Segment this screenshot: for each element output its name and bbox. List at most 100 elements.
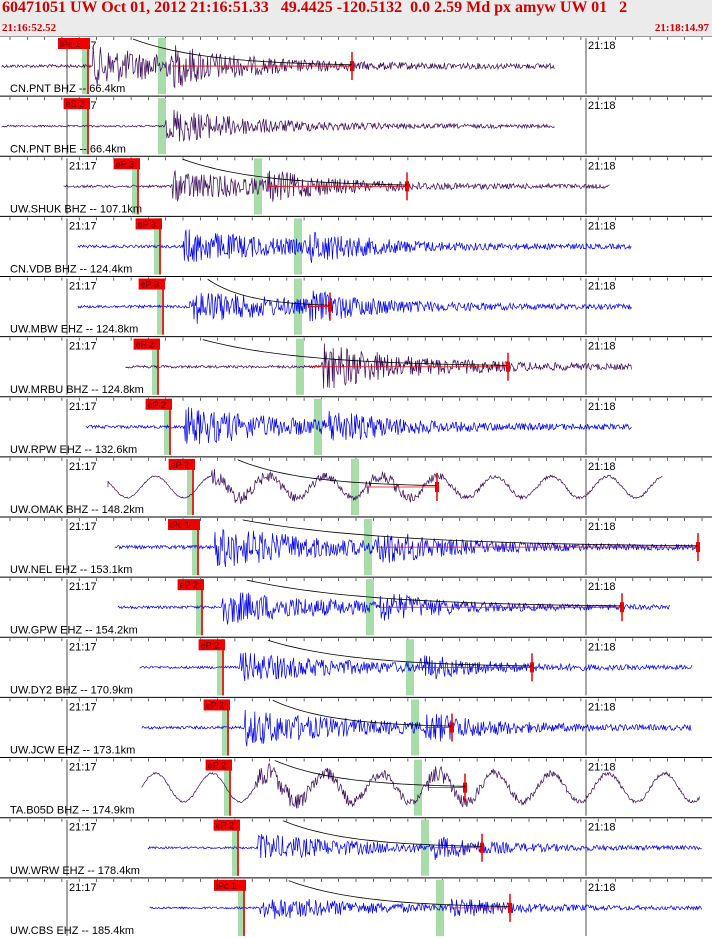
trace-panel: 21:17 21:18 eP 2 UW.MRBU BHZ -- 124.8km [0,336,712,396]
trace-panel: 21:17 21:18 eP 2 TA.B05D BHZ -- 174.9km [0,757,712,817]
p-pick-band [224,759,231,816]
waveform [147,834,702,860]
coda-curve [267,639,533,667]
s-pick-band [414,759,422,816]
pick-label: iPc 1 [216,881,236,891]
station-label: UW.RPW EHZ -- 132.6km [10,444,137,456]
s-pick-band [294,218,302,275]
coda-curve [132,38,353,66]
pick-label: eP 2 [171,460,189,470]
pick-label-box[interactable] [205,759,232,771]
minute-label: 21:18 [588,100,616,112]
waveform [77,229,632,263]
coda-curve [274,760,466,787]
coda-end-box [328,301,332,312]
coda-end-box [696,542,700,553]
coda-end-box [450,722,454,733]
trace-panel: 21:17 21:18 eP 2 UW.DY2 BHZ -- 170.9km [0,636,712,696]
pick-label-box[interactable] [58,38,90,49]
coda-end-box [506,361,510,372]
pick-label-box[interactable] [63,98,90,110]
pick-label-box[interactable] [177,579,204,591]
minute-label: 21:18 [588,521,616,533]
minute-label: 21:17 [69,401,97,413]
coda-end-box [350,61,354,72]
s-pick-band [314,398,322,455]
coda-curve [288,880,511,907]
pick-label-box[interactable] [203,699,230,711]
coda-end-box [435,481,439,492]
pick-label-box[interactable] [168,458,195,470]
pick-label-box[interactable] [145,398,172,410]
pick-label: eP 2 [201,640,219,650]
pick-label-box[interactable] [168,519,200,531]
coda-end-box [463,782,467,793]
trace-panel: 21:17 21:18 eP 2 UW.JCW EHZ -- 173.1km [0,696,712,757]
minute-label: 21:18 [588,461,616,473]
p-pick-band [82,38,89,95]
coda-curve [237,459,438,486]
pick-label-box[interactable] [135,218,162,230]
pick-label-box[interactable] [214,879,246,891]
start-time: 21:16:52.52 [2,22,57,34]
trace-panel: 21:17 21:18 iPc 1 UW.NEL EHZ -- 153.1km [0,516,712,576]
pick-label: eP 2 [206,700,224,710]
station-label: CN.VDB BHZ -- 124.4km [10,264,132,276]
station-label: UW.SHUK BHZ -- 107.1km [10,203,142,215]
coda-end-box [508,902,512,913]
pick-label-box[interactable] [213,819,240,831]
trace-panel: 21:17 21:18 eP 3 CN.VDB BHZ -- 124.4km [0,215,712,276]
minute-label: 21:18 [588,882,616,894]
minute-label: 21:17 [69,581,97,593]
event-title: 60471051 UW Oct 01, 2012 21:16:51.33 49.… [2,0,628,16]
pick-label-box[interactable] [198,639,225,651]
pick-label: eP 2 [180,580,198,590]
minute-label: 21:18 [588,581,616,593]
s-pick-band [158,98,166,155]
coda-curve [242,519,699,547]
station-label: UW.CBS EHZ -- 185.4km [10,925,134,937]
waveform [85,407,632,445]
pick-label-box[interactable] [113,158,140,170]
minute-label: 21:17 [69,160,97,172]
coda-curve [246,579,623,607]
minute-label: 21:17 [69,641,97,653]
minute-label: 21:18 [588,822,616,834]
p-pick-band [232,819,239,876]
minute-label: 21:17 [69,521,97,533]
trace-panel: 21:17 21:18 eP 3 UW.MBW EHZ -- 124.8km [0,276,712,336]
minute-label: 21:18 [588,401,616,413]
trace-panel: 21:17 21:18 eP 2 UW.RPW EHZ -- 132.6km [0,396,712,456]
s-pick-band [406,639,414,696]
station-label: UW.OMAK BHZ -- 148.2km [10,504,144,516]
pick-label: eS 2 [66,99,85,109]
waveform [107,468,663,504]
pick-label: iPc 1 [170,520,190,530]
pick-label: eP 2 [208,761,226,771]
trace-panel: 21:17 21:18 eP 3 UW.SHUK BHZ -- 107.1km [0,155,712,215]
p-pick-band [187,458,194,516]
waveform [1,45,555,89]
waveform [141,762,700,809]
station-label: UW.MBW EHZ -- 124.8km [10,324,138,336]
minute-label: 21:17 [69,341,97,353]
station-label: UW.DY2 BHZ -- 170.9km [10,684,133,696]
coda-end-box [480,842,484,853]
pick-label-box[interactable] [133,338,160,350]
s-pick-band [351,458,359,516]
coda-curve [272,699,453,727]
p-pick-band [132,158,139,215]
waveform [114,528,698,568]
station-label: UW.WRW EHZ -- 178.4km [10,865,140,877]
minute-label: 21:18 [588,160,616,172]
coda-end-box [620,602,624,613]
minute-label: 21:17 [69,220,97,232]
pick-label-box[interactable] [138,278,165,290]
station-label: UW.JCW EHZ -- 173.1km [10,745,135,757]
trace-panel: 21:17 21:18 iPc 1 UW.CBS EHZ -- 185.4km [0,877,712,937]
waveform [1,109,555,142]
minute-label: 21:17 [69,701,97,713]
minute-label: 21:17 [69,822,97,834]
